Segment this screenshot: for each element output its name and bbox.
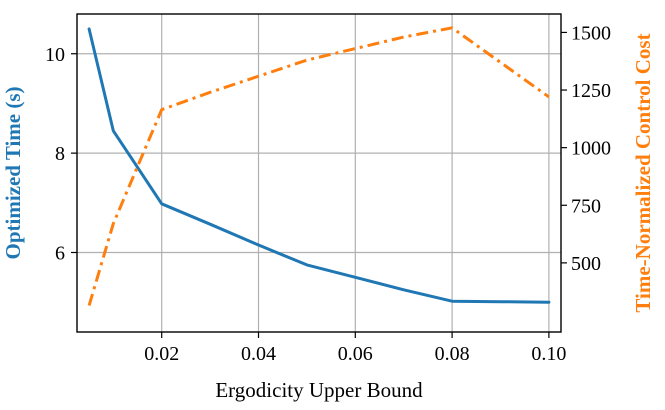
y-tick-label-right: 500 — [571, 253, 601, 275]
y-tick-label-left: 8 — [55, 143, 65, 165]
y-axis-label-right: Time-Normalized Control Cost — [631, 33, 655, 312]
x-axis-label: Ergodicity Upper Bound — [215, 378, 423, 402]
y-tick-label-right: 1250 — [571, 80, 611, 102]
y-tick-label-left: 6 — [55, 243, 65, 265]
y-tick-label-left: 10 — [45, 44, 65, 66]
ticks — [71, 31, 567, 338]
x-tick-label: 0.06 — [338, 343, 373, 365]
y-tick-label-right: 750 — [571, 195, 601, 217]
tick-labels: 0.02 0.04 0.06 0.08 0.10 6 8 10 500 750 1000 1250 15… — [45, 22, 611, 365]
x-tick-label: 0.02 — [144, 343, 179, 365]
x-tick-label: 0.10 — [531, 343, 566, 365]
series-line-optimized-time — [87, 27, 551, 304]
y-tick-label-right: 1000 — [571, 138, 611, 160]
x-tick-label: 0.04 — [241, 343, 276, 365]
plot-frame — [76, 13, 562, 333]
y-axis-label-left: Optimized Time (s) — [1, 86, 25, 259]
grid — [77, 14, 561, 332]
x-tick-label: 0.08 — [435, 343, 470, 365]
series-line-control-cost — [87, 26, 550, 306]
series-lines — [87, 26, 551, 306]
y-tick-label-right: 1500 — [571, 22, 611, 44]
